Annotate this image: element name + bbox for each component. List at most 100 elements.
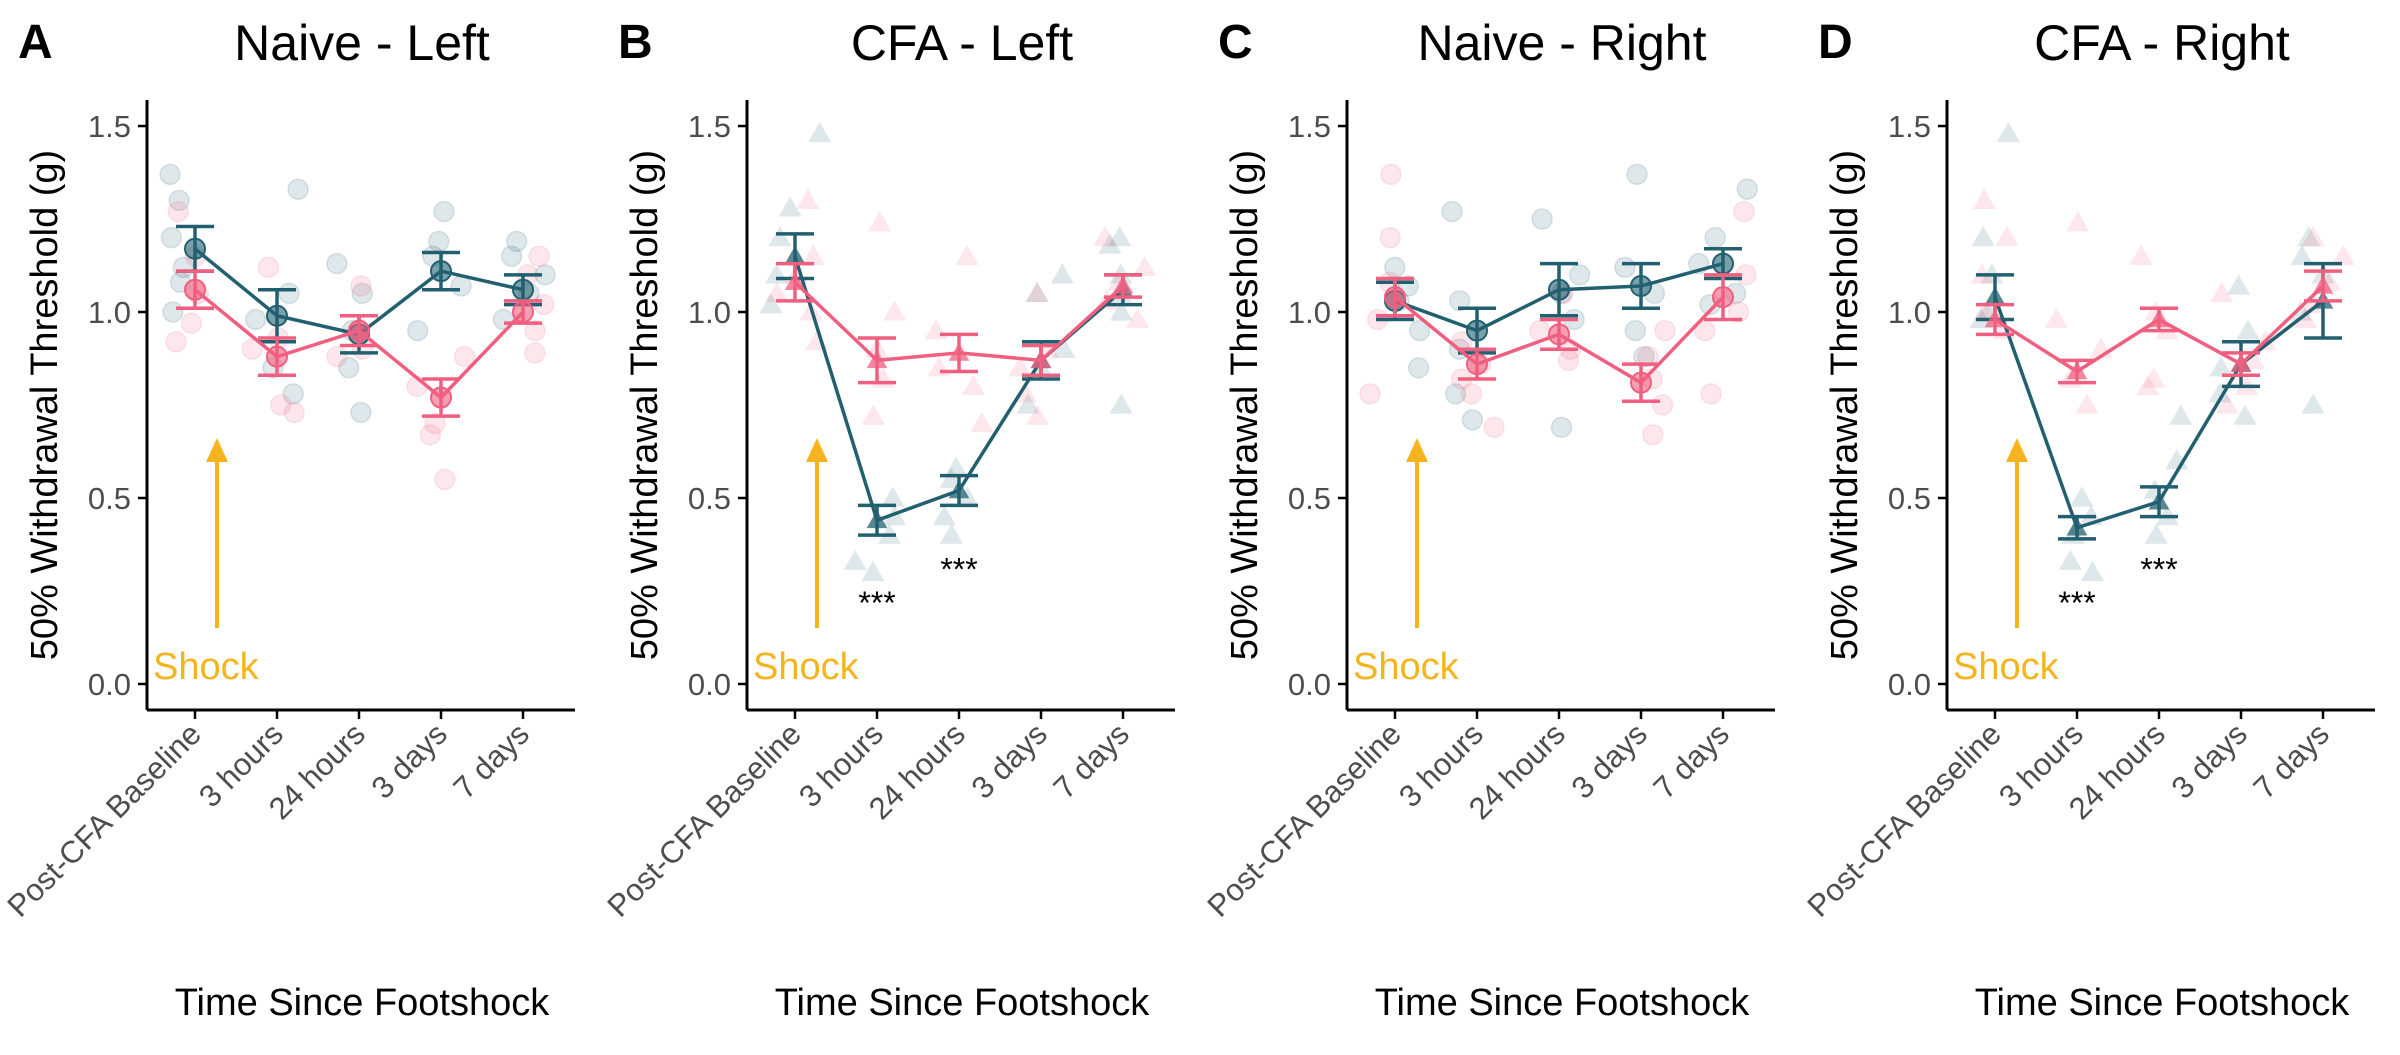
raw-data-point <box>1733 200 1755 223</box>
mean-point <box>266 304 288 327</box>
mean-point <box>1548 278 1570 301</box>
raw-data-point <box>2129 244 2153 265</box>
shock-arrowhead-icon <box>806 438 828 462</box>
raw-data-point <box>1025 281 1049 303</box>
raw-data-point <box>2044 307 2068 329</box>
raw-data-point <box>1550 416 1573 439</box>
raw-data-point <box>871 367 895 388</box>
x-tick-label: Post-CFA Baseline <box>600 716 808 924</box>
raw-data-point <box>881 486 905 507</box>
raw-data-point <box>2293 307 2317 329</box>
raw-data-point <box>282 383 305 405</box>
mean-point <box>1984 286 2006 305</box>
significance-marker: *** <box>2140 552 2177 588</box>
mean-point <box>184 237 206 260</box>
raw-data-point <box>768 226 792 247</box>
y-tick-label: 0.5 <box>88 481 131 516</box>
raw-data-point <box>287 178 309 201</box>
raw-data-point <box>1448 290 1471 312</box>
x-tick-label: 3 days <box>365 716 454 805</box>
shock-label: Shock <box>1353 646 1460 688</box>
significance-marker: *** <box>940 552 977 588</box>
mean-point <box>2148 491 2170 510</box>
raw-data-point <box>808 121 832 143</box>
y-tick-label: 0.5 <box>1288 481 1331 516</box>
mean-point <box>1630 274 1652 297</box>
raw-data-point <box>1014 382 1038 403</box>
y-tick-label: 0.0 <box>1888 667 1931 702</box>
mean-point <box>1712 286 1734 309</box>
raw-data-point <box>1109 300 1133 321</box>
shock-label: Shock <box>1953 646 2060 688</box>
raw-data-point <box>1133 255 1157 277</box>
x-tick-label: 7 days <box>1047 716 1136 805</box>
raw-data-point <box>1700 383 1722 405</box>
raw-data-point <box>883 300 907 321</box>
panel-title: CFA - Right <box>2034 15 2290 71</box>
mean-point <box>1712 252 1734 275</box>
mean-point <box>1984 309 2006 328</box>
raw-data-point <box>2236 319 2260 340</box>
y-axis-title: 50% Withdrawal Threshold (g) <box>624 150 666 660</box>
raw-data-point <box>2301 393 2325 414</box>
raw-data-point <box>2331 244 2355 265</box>
mean-point <box>948 342 970 361</box>
raw-data-point <box>939 467 963 489</box>
x-tick-label: Post-CFA Baseline <box>0 716 208 924</box>
y-tick-label: 1.0 <box>1288 295 1331 330</box>
raw-data-point <box>2297 226 2321 247</box>
y-axis-title: 50% Withdrawal Threshold (g) <box>24 150 66 660</box>
raw-data-point <box>1444 383 1467 405</box>
mean-point <box>2066 361 2088 380</box>
mean-point <box>2148 309 2170 328</box>
raw-data-point <box>1098 233 1122 254</box>
raw-data-point <box>2070 486 2094 507</box>
raw-data-point <box>1633 345 1655 368</box>
mean-point <box>512 301 534 324</box>
y-tick-label: 0.5 <box>1888 481 1931 516</box>
raw-data-point <box>765 281 789 303</box>
y-axis-title: 50% Withdrawal Threshold (g) <box>1824 150 1866 660</box>
x-tick-label: 3 days <box>2165 716 2254 805</box>
raw-data-point <box>2142 367 2166 388</box>
mean-point <box>1630 371 1652 394</box>
raw-data-point <box>406 319 429 342</box>
raw-data-point <box>1379 226 1401 249</box>
mean-point <box>1030 350 1052 369</box>
shock-label: Shock <box>153 646 260 688</box>
panel-title: CFA - Left <box>851 15 1073 71</box>
x-tick-label: 7 days <box>447 716 536 805</box>
raw-data-point <box>1380 163 1402 186</box>
raw-data-point <box>351 282 373 305</box>
x-tick-label: 3 days <box>965 716 1054 805</box>
raw-data-point <box>1568 264 1591 286</box>
y-tick-label: 0.0 <box>1288 667 1331 702</box>
panel-letter: C <box>1218 16 1253 69</box>
panel-d: D CFA - Right 0.0 0.5 1.0 1.5 Post-CFA Baselin… <box>1800 15 2375 1024</box>
raw-data-point <box>924 319 948 340</box>
x-tick-label: Post-CFA Baseline <box>1800 716 2008 924</box>
raw-data-point <box>2233 404 2257 425</box>
raw-data-point <box>167 200 190 223</box>
raw-data-point <box>796 188 820 210</box>
raw-data-point <box>1025 404 1049 425</box>
raw-data-point <box>1736 178 1759 201</box>
mean-point <box>1548 323 1570 346</box>
mean-point <box>866 350 888 369</box>
panel-a: A Naive - Left 0.0 0.5 1.0 1.5 Post-CFA Baseli… <box>0 15 575 1024</box>
y-tick-label: 0.0 <box>88 667 131 702</box>
raw-data-point <box>244 308 267 331</box>
x-tick-label: 3 days <box>1565 716 1654 805</box>
raw-data-point <box>326 252 348 275</box>
raw-data-point <box>1624 319 1647 342</box>
panel-b: B CFA - Left 0.0 0.5 1.0 1.5 Post-CFA Baseline… <box>600 15 1175 1024</box>
raw-data-point <box>1727 301 1750 323</box>
mean-point <box>1466 319 1488 342</box>
raw-data-point <box>1093 226 1117 247</box>
raw-data-point <box>162 301 184 323</box>
shock-arrowhead-icon <box>206 438 228 462</box>
raw-data-point <box>257 256 280 279</box>
raw-data-point <box>528 245 550 267</box>
shock-label: Shock <box>753 646 860 688</box>
raw-data-point <box>283 401 305 424</box>
